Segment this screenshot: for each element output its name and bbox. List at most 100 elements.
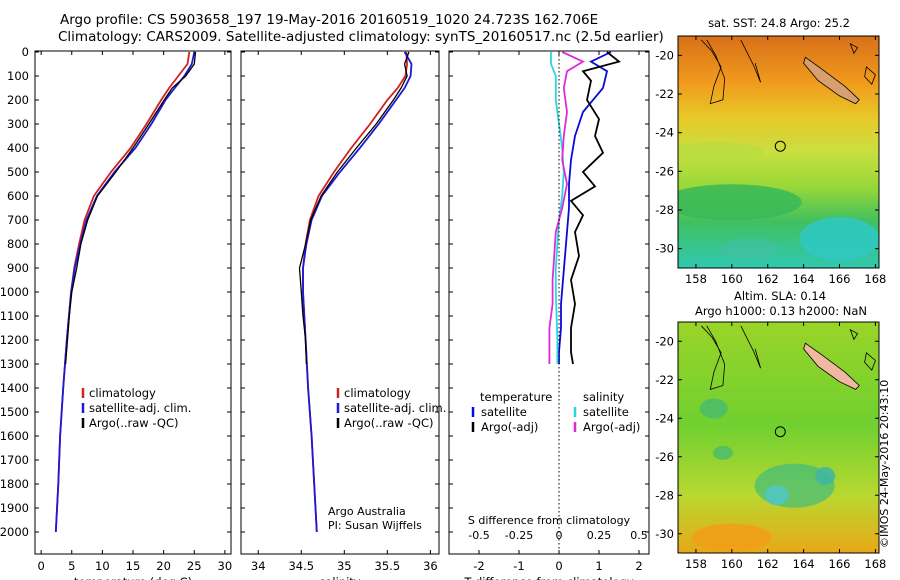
series-line-s-satellite <box>550 52 565 364</box>
series-line-t-satellite <box>558 51 612 364</box>
y-tick-label: 2000 <box>0 525 29 539</box>
s-tick-label: -0.25 <box>505 529 533 542</box>
legend-title-temperature: temperature <box>480 390 552 404</box>
legend-label: Argo(..raw -QC) <box>89 416 179 430</box>
y-tick-label: 1500 <box>0 405 29 419</box>
legend-label: Argo(..raw -QC) <box>344 416 434 430</box>
legend-label: satellite <box>583 405 629 419</box>
x-tick-label: 162 <box>757 272 779 286</box>
legend-label: Argo(-adj) <box>583 420 640 434</box>
cold-patch <box>719 238 780 259</box>
y-tick-label: 1800 <box>0 477 29 491</box>
panel-annotation: Argo Australia <box>328 505 406 518</box>
y-tick-label: -22 <box>655 373 674 387</box>
y-tick-label: 1200 <box>0 333 29 347</box>
sla-map: 158 160 162 164 166 168 -20 -22 -24 -26 -28 -30 <box>655 321 886 571</box>
x-tick-label: 166 <box>829 557 851 571</box>
x-tick-label: 164 <box>793 557 815 571</box>
y-tick-label: -20 <box>655 334 674 348</box>
low-anomaly-core <box>764 485 789 506</box>
figure-title-line2: Climatology: CARS2009. Satellite-adjuste… <box>58 29 664 45</box>
x-tick-label: 35 <box>337 559 352 573</box>
legend-title-salinity: salinity <box>583 390 624 404</box>
legend-label: climatology <box>89 386 156 400</box>
y-tick-label: 700 <box>7 213 29 227</box>
legend-label: Argo(-adj) <box>481 420 538 434</box>
y-tick-label: 100 <box>7 69 29 83</box>
argo-float-marker <box>774 426 786 438</box>
y-tick-label: 1600 <box>0 429 29 443</box>
x-axis-label: salinity <box>319 575 360 580</box>
y-tick-label: -28 <box>655 488 674 502</box>
y-tick-label: -30 <box>655 527 674 541</box>
low-anomaly <box>712 445 733 460</box>
sla-map-subtitle: Argo h1000: 0.13 h2000: NaN <box>695 304 867 318</box>
s-tick-label: 0.25 <box>587 529 612 542</box>
x-tick-label: -1 <box>513 559 524 573</box>
y-tick-label: 1100 <box>0 309 29 323</box>
s-tick-label: 0 <box>556 529 563 542</box>
reef-contour <box>849 328 859 341</box>
new-caledonia-land <box>803 56 860 105</box>
y-tick-label: 1400 <box>0 381 29 395</box>
y-tick-label: -24 <box>655 411 674 425</box>
cool-patch <box>678 184 802 221</box>
x-tick-label: 35.5 <box>375 559 401 573</box>
y-tick-label: -26 <box>655 450 674 464</box>
map-background <box>678 322 879 553</box>
series-line-s-argo-adj- <box>548 51 585 364</box>
new-caledonia-land <box>803 342 860 390</box>
y-tick-label: 400 <box>7 141 29 155</box>
argo-float-marker <box>774 140 786 152</box>
loyalty-islands <box>864 352 876 371</box>
x-tick-label: 1 <box>595 559 602 573</box>
sst-map-frame <box>677 35 880 269</box>
y-tick-label: -26 <box>655 164 674 178</box>
reef-contour <box>701 39 726 105</box>
series-line-argo-raw-qc- <box>64 51 197 365</box>
series-line-satellite-adj-clim- <box>54 51 196 533</box>
warm-band <box>678 142 764 162</box>
series-line-t-argo-adj- <box>569 51 621 365</box>
y-tick-label: -20 <box>655 48 674 62</box>
low-anomaly-core <box>815 467 836 485</box>
series-line-satellite-adj-clim- <box>302 51 413 533</box>
legend-label: satellite <box>481 405 527 419</box>
legend-label: satellite-adj. clim. <box>344 401 446 415</box>
salinity-profile-panel: 34 34.5 35 35.5 36 salinity <box>240 50 440 580</box>
x-tick-label: 0 <box>37 559 44 573</box>
low-anomaly <box>699 398 728 419</box>
y-tick-label: 800 <box>7 237 29 251</box>
x-tick-label: 158 <box>685 272 707 286</box>
legend-label: satellite-adj. clim. <box>89 401 191 415</box>
x-tick-label: 164 <box>793 272 815 286</box>
y-tick-label: 1300 <box>0 357 29 371</box>
x-tick-label: 158 <box>685 557 707 571</box>
x-tick-label: 160 <box>721 272 743 286</box>
y-tick-label: 1000 <box>0 285 29 299</box>
reef-contour <box>849 42 859 55</box>
x-tick-label: 168 <box>864 557 886 571</box>
x-axis-label: T difference from climatology <box>463 575 634 580</box>
y-tick-label: -28 <box>655 203 674 217</box>
difference-profile-panel: -2 -1 0 1 2T difference from climatology <box>448 50 650 580</box>
s-tick-label: -0.5 <box>468 529 489 542</box>
salinity-profile-frame <box>240 50 440 555</box>
y-tick-label: 1700 <box>0 453 29 467</box>
x-tick-label: -2 <box>473 559 484 573</box>
difference-profile-frame <box>448 50 650 555</box>
reef-contour <box>740 39 761 83</box>
sla-map-frame <box>677 321 880 554</box>
x-tick-label: 5 <box>68 559 75 573</box>
reef-contour <box>701 325 726 390</box>
x-tick-label: 15 <box>126 559 141 573</box>
series-line-climatology <box>54 51 191 533</box>
panel-annotation: PI: Susan Wijffels <box>328 519 422 532</box>
legend-label: climatology <box>344 386 411 400</box>
y-tick-label: 900 <box>7 261 29 275</box>
high-anomaly <box>691 523 772 552</box>
figure-title-line1: Argo profile: CS 5903658_197 19-May-2016… <box>60 12 599 28</box>
y-tick-label: -30 <box>655 242 674 256</box>
y-tick-label: 1900 <box>0 501 29 515</box>
x-tick-label: 25 <box>187 559 202 573</box>
